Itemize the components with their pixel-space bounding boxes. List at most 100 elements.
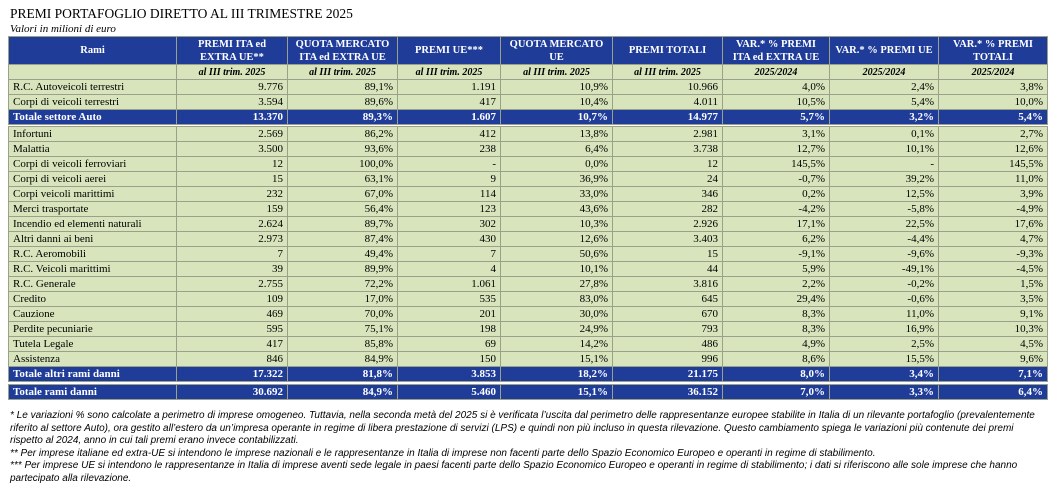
cell: 15,5% bbox=[829, 351, 939, 367]
cell: 430 bbox=[397, 231, 501, 247]
cell: 69 bbox=[397, 336, 501, 352]
data-row: Infortuni 2.569 86,2% 412 13,8% 2.981 3,1% 0,1%… bbox=[8, 126, 1048, 142]
data-row: Credito 109 17,0% 535 83,0% 645 29,4% -0,6% 3,5% bbox=[8, 291, 1048, 307]
spacer-cell bbox=[8, 383, 1048, 385]
cell: 238 bbox=[397, 141, 501, 157]
cell: 109 bbox=[176, 291, 288, 307]
subheader-cell: al III trim. 2025 bbox=[287, 64, 398, 80]
cell: - bbox=[397, 156, 501, 172]
spacer-cell bbox=[8, 381, 1048, 383]
cell: 346 bbox=[612, 186, 723, 202]
row-label: Corpi di veicoli ferroviari bbox=[8, 156, 177, 172]
cell: 72,2% bbox=[287, 276, 398, 292]
subheader-cell bbox=[8, 64, 177, 80]
cell: 33,0% bbox=[500, 186, 613, 202]
cell: 150 bbox=[397, 351, 501, 367]
cell: -49,1% bbox=[829, 261, 939, 277]
cell: 2.624 bbox=[176, 216, 288, 232]
cell: 36.152 bbox=[612, 384, 723, 400]
cell: 56,4% bbox=[287, 201, 398, 217]
cell: 469 bbox=[176, 306, 288, 322]
cell: 17.322 bbox=[176, 366, 288, 382]
cell: 12,6% bbox=[500, 231, 613, 247]
cell: 15,1% bbox=[500, 351, 613, 367]
row-label: Malattia bbox=[8, 141, 177, 157]
cell: 5,9% bbox=[722, 261, 830, 277]
cell: 145,5% bbox=[722, 156, 830, 172]
cell: 8,3% bbox=[722, 306, 830, 322]
spacer bbox=[8, 381, 1048, 383]
row-label: Incendio ed elementi naturali bbox=[8, 216, 177, 232]
data-row: R.C. Veicoli marittimi 39 89,9% 4 10,1% 44 5,9… bbox=[8, 261, 1048, 277]
data-row: R.C. Generale 2.755 72,2% 1.061 27,8% 3.816 2,… bbox=[8, 276, 1048, 292]
cell: 3,4% bbox=[829, 366, 939, 382]
cell: 2.981 bbox=[612, 126, 723, 142]
row-label: R.C. Generale bbox=[8, 276, 177, 292]
row-label: R.C. Aeromobili bbox=[8, 246, 177, 262]
cell: 8,0% bbox=[722, 366, 830, 382]
row-label: Perdite pecuniarie bbox=[8, 321, 177, 337]
subheader-cell: al III trim. 2025 bbox=[397, 64, 501, 80]
cell: 100,0% bbox=[287, 156, 398, 172]
cell: 159 bbox=[176, 201, 288, 217]
cell: 123 bbox=[397, 201, 501, 217]
cell: 89,1% bbox=[287, 79, 398, 95]
cell: 145,5% bbox=[938, 156, 1048, 172]
cell: 89,7% bbox=[287, 216, 398, 232]
cell: 36,9% bbox=[500, 171, 613, 187]
cell: 1.191 bbox=[397, 79, 501, 95]
cell: 83,0% bbox=[500, 291, 613, 307]
grand-total-row: Totale rami danni 30.692 84,9% 5.460 15,1% 36… bbox=[8, 384, 1048, 400]
cell: 302 bbox=[397, 216, 501, 232]
cell: 21.175 bbox=[612, 366, 723, 382]
row-label: Cauzione bbox=[8, 306, 177, 322]
cell: 6,4% bbox=[938, 384, 1048, 400]
spacer bbox=[8, 383, 1048, 385]
cell: 10,9% bbox=[500, 79, 613, 95]
cell: 645 bbox=[612, 291, 723, 307]
cell: 595 bbox=[176, 321, 288, 337]
row-label: Totale settore Auto bbox=[8, 109, 177, 125]
cell: 846 bbox=[176, 351, 288, 367]
cell: 4,0% bbox=[722, 79, 830, 95]
cell: -4,4% bbox=[829, 231, 939, 247]
cell: 3.403 bbox=[612, 231, 723, 247]
cell: 50,6% bbox=[500, 246, 613, 262]
subheader-cell: 2025/2024 bbox=[938, 64, 1048, 80]
cell: 2.973 bbox=[176, 231, 288, 247]
header-row: Rami PREMI ITA ed EXTRA UE** QUOTA MERCATO… bbox=[8, 36, 1048, 65]
cell: 10,5% bbox=[722, 94, 830, 110]
cell: 1.607 bbox=[397, 109, 501, 125]
cell: 39,2% bbox=[829, 171, 939, 187]
column-header: VAR.* % PREMI TOTALI bbox=[938, 36, 1048, 65]
cell: -5,8% bbox=[829, 201, 939, 217]
cell: 2.755 bbox=[176, 276, 288, 292]
subheader-row: al III trim. 2025 al III trim. 2025 al III… bbox=[8, 64, 1048, 80]
cell: 232 bbox=[176, 186, 288, 202]
footnote: ** Per imprese italiane ed extra-UE si i… bbox=[10, 447, 876, 459]
cell: 30,0% bbox=[500, 306, 613, 322]
cell: 996 bbox=[612, 351, 723, 367]
footnote: *** Per imprese UE si intendono le rappr… bbox=[10, 460, 1018, 484]
cell: 793 bbox=[612, 321, 723, 337]
cell: 89,6% bbox=[287, 94, 398, 110]
cell: 6,2% bbox=[722, 231, 830, 247]
cell: 3.853 bbox=[397, 366, 501, 382]
cell: 75,1% bbox=[287, 321, 398, 337]
cell: 7,1% bbox=[938, 366, 1048, 382]
cell: 9 bbox=[397, 171, 501, 187]
cell: -0,2% bbox=[829, 276, 939, 292]
cell: 81,8% bbox=[287, 366, 398, 382]
cell: 3.738 bbox=[612, 141, 723, 157]
total-row: Totale settore Auto 13.370 89,3% 1.607 10,7%… bbox=[8, 109, 1048, 125]
cell: 70,0% bbox=[287, 306, 398, 322]
cell: 86,2% bbox=[287, 126, 398, 142]
subheader-cell: al III trim. 2025 bbox=[500, 64, 613, 80]
cell: 89,9% bbox=[287, 261, 398, 277]
cell: 3,8% bbox=[938, 79, 1048, 95]
cell: 30.692 bbox=[176, 384, 288, 400]
cell: 198 bbox=[397, 321, 501, 337]
cell: 7 bbox=[397, 246, 501, 262]
row-label: Tutela Legale bbox=[8, 336, 177, 352]
cell: 8,3% bbox=[722, 321, 830, 337]
